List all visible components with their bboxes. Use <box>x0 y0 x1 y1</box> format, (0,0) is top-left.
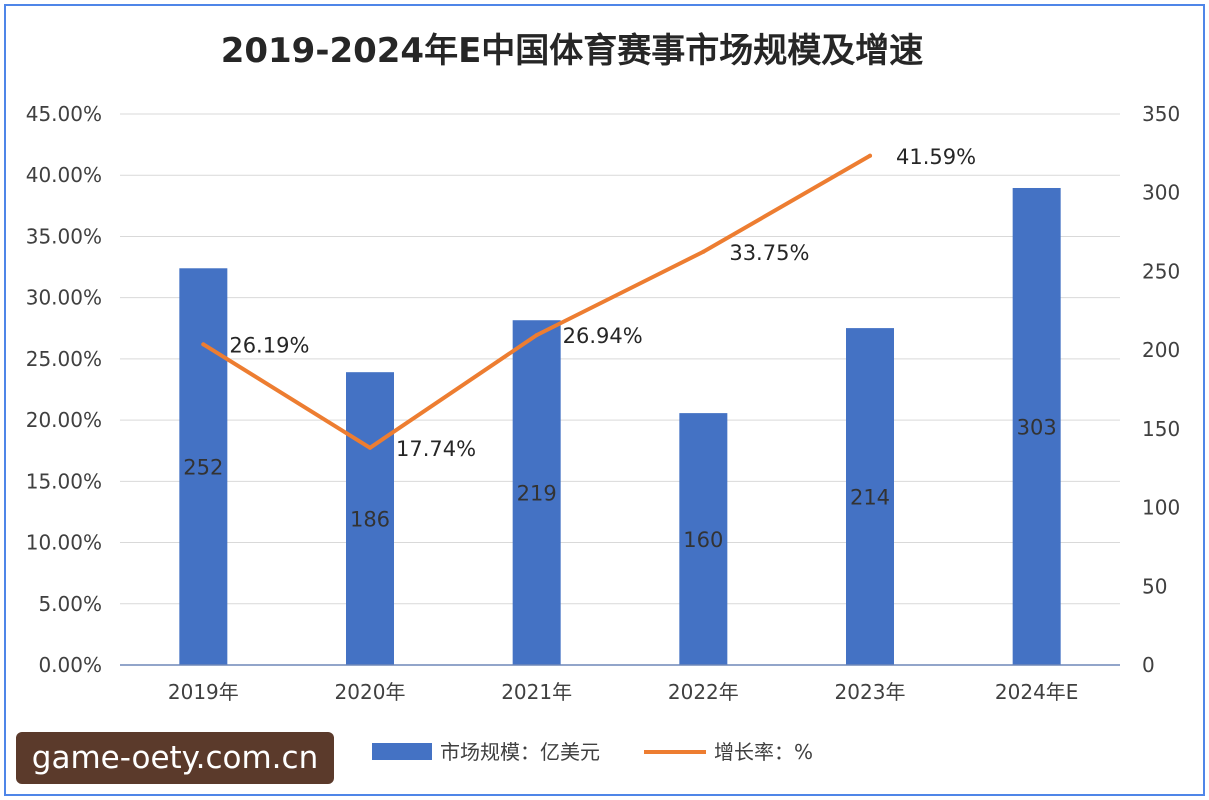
bar <box>679 413 728 665</box>
bar-value-label: 186 <box>350 508 390 532</box>
line-point <box>701 249 706 254</box>
y-right-tick-label: 0 <box>1142 653 1155 677</box>
chart-title: 2019-2024年E中国体育赛事市场规模及增速 <box>221 31 924 71</box>
x-tick-label: 2023年 <box>835 680 906 704</box>
data-labels: 252 186 219 160 214 303 26.19% 17.74% 26.94% 33.7… <box>183 145 1056 552</box>
line-point <box>534 333 539 338</box>
x-tick-label: 2021年 <box>501 680 572 704</box>
line-point <box>201 342 206 347</box>
y-right-tick-label: 250 <box>1142 259 1180 283</box>
bar <box>1012 187 1061 665</box>
line-point <box>868 153 872 158</box>
y-left-tick-label: 5.00% <box>38 592 102 616</box>
y-left-tick-label: 0.00% <box>38 653 102 677</box>
bar-series <box>179 187 1061 665</box>
bar <box>346 372 394 665</box>
legend: 市场规模：亿美元 增长率：% <box>372 740 813 764</box>
y-left-tick-label: 10.00% <box>26 531 102 555</box>
y-right-tick-label: 350 <box>1142 102 1180 126</box>
y-left-tick-label: 45.00% <box>26 102 102 126</box>
line-value-label: 33.75% <box>729 241 809 265</box>
line-value-label: 17.74% <box>396 437 476 461</box>
y-left-tick-label: 30.00% <box>26 286 102 310</box>
gridlines <box>120 113 1120 605</box>
y-left-tick-label: 15.00% <box>26 469 102 493</box>
y-right-tick-label: 50 <box>1142 574 1167 598</box>
bar-value-label: 160 <box>683 528 723 552</box>
line-series <box>201 153 872 450</box>
y-left-tick-label: 40.00% <box>26 163 102 187</box>
y-left-tick-label: 25.00% <box>26 347 102 371</box>
x-tick-label: 2019年 <box>168 680 239 704</box>
line-point <box>368 445 372 450</box>
x-tick-label: 2022年 <box>668 680 739 704</box>
line-value-label: 26.19% <box>229 333 309 357</box>
y-right-tick-label: 200 <box>1142 338 1180 362</box>
y-right-tick-label: 300 <box>1142 181 1180 205</box>
y-left-tick-label: 35.00% <box>26 224 102 248</box>
bar <box>846 328 894 665</box>
line-value-label: 41.59% <box>896 145 976 169</box>
y-right-tick-label: 150 <box>1142 417 1180 441</box>
bar-value-label: 214 <box>850 486 890 510</box>
bar-value-label: 303 <box>1017 415 1057 439</box>
legend-line-label: 增长率：% <box>714 740 813 764</box>
bar-value-label: 252 <box>183 456 223 480</box>
y-left-tick-label: 20.00% <box>26 408 102 432</box>
y-right-tick-label: 100 <box>1142 496 1180 520</box>
axes: 0.00% 5.00% 10.00% 15.00% 20.00% 25.00% 30.00%… <box>26 102 1180 704</box>
x-tick-label: 2024年E <box>995 680 1079 704</box>
legend-bar-swatch <box>372 743 432 760</box>
watermark-text: game-oety.com.cn <box>16 732 334 784</box>
x-tick-label: 2020年 <box>335 680 406 704</box>
bar <box>179 268 228 665</box>
bar <box>512 320 561 665</box>
legend-bar-label: 市场规模：亿美元 <box>440 740 600 764</box>
bar-value-label: 219 <box>517 482 557 506</box>
line-value-label: 26.94% <box>563 324 643 348</box>
